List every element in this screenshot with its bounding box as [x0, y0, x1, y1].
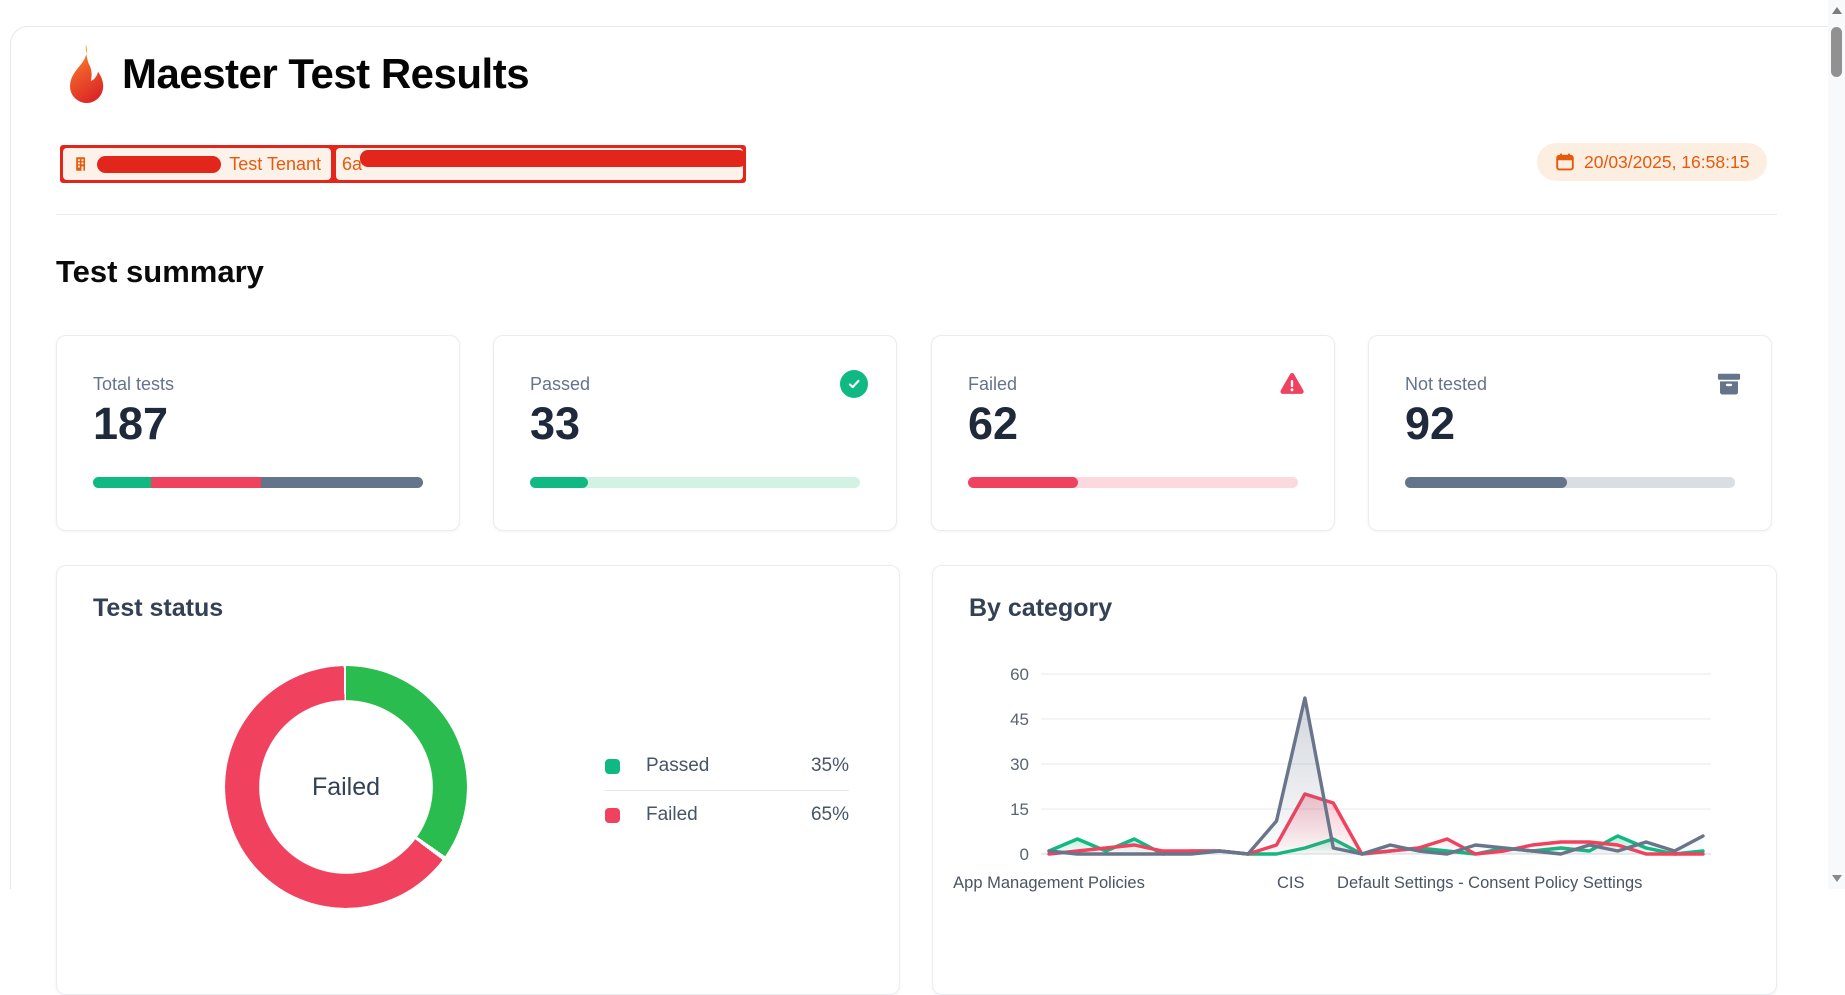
test-status-legend: Passed 35% Failed 65% — [605, 742, 849, 839]
total-tests-value: 187 — [93, 398, 169, 449]
by-category-heading: By category — [969, 594, 1113, 622]
passed-card: Passed 33 — [493, 335, 897, 531]
building-icon — [76, 157, 85, 171]
failed-legend-label: Failed — [646, 804, 698, 825]
test-status-heading: Test status — [93, 594, 224, 622]
passed-legend-value: 35% — [810, 755, 849, 776]
redacted-tenant-name — [96, 155, 222, 173]
report-timestamp-badge: 20/03/2025, 16:58:15 — [1537, 143, 1768, 181]
donut-center-label: Failed — [311, 772, 381, 801]
total-tests-label: Total tests — [93, 374, 175, 394]
not-tested-card: Not tested 92 — [1368, 335, 1772, 531]
failed-value: 62 — [968, 398, 1019, 449]
passed-progress — [530, 477, 860, 488]
tenant-id-badge: 6a — [336, 148, 743, 180]
tenant-id-prefix: 6a — [342, 153, 363, 174]
svg-text:0: 0 — [1020, 845, 1029, 864]
failed-label: Failed — [968, 374, 1018, 394]
total-tests-card: Total tests 187 — [56, 335, 460, 531]
svg-text:45: 45 — [1010, 710, 1029, 729]
svg-text:15: 15 — [1010, 800, 1029, 819]
progress-segment — [530, 477, 589, 488]
calendar-icon — [1556, 153, 1574, 171]
legend-divider — [605, 790, 849, 791]
total-tests-progress — [93, 477, 423, 488]
report-timestamp: 20/03/2025, 16:58:15 — [1584, 151, 1750, 172]
tenant-badge: Test Tenant — [63, 148, 331, 180]
failed-legend-value: 65% — [810, 804, 849, 825]
by-category-card: By category 0 15 30 45 60 App Management Poli… — [932, 565, 1777, 995]
test-status-card: Test status Failed Passed 35% Failed 65% — [56, 565, 900, 995]
failed-progress — [968, 477, 1298, 488]
not-tested-progress — [1405, 477, 1735, 488]
check-circle-icon — [840, 370, 868, 398]
passed-label: Passed — [530, 374, 591, 394]
page-title: Maester Test Results — [122, 50, 530, 97]
category-line-chart: 0 15 30 45 60 App Management Policies CIS Defau… — [953, 665, 1711, 892]
test-summary-heading: Test summary — [56, 254, 264, 289]
svg-text:30: 30 — [1010, 755, 1029, 774]
passed-legend-swatch — [605, 758, 620, 774]
scrollbar-down-arrow[interactable] — [1828, 870, 1845, 887]
legend-row-failed: Failed 65% — [605, 791, 849, 839]
failed-card: Failed 62 — [931, 335, 1335, 531]
progress-segment — [260, 477, 423, 488]
not-tested-label: Not tested — [1405, 374, 1488, 394]
not-tested-value: 92 — [1405, 398, 1456, 449]
svg-text:CIS: CIS — [1277, 874, 1305, 892]
progress-segment — [93, 477, 152, 488]
svg-text:App Management Policies: App Management Policies — [953, 874, 1145, 892]
redacted-tenant-id — [360, 150, 743, 167]
progress-segment — [968, 477, 1078, 488]
warning-triangle-icon — [1280, 372, 1304, 394]
tenant-label: Test Tenant — [229, 153, 321, 174]
svg-text:Default Settings - Consent Pol: Default Settings - Consent Policy Settin… — [1337, 874, 1642, 892]
redaction-box: Test Tenant 6a — [60, 145, 746, 183]
scrollbar[interactable] — [1828, 0, 1845, 889]
header-divider — [56, 214, 1777, 215]
failed-legend-swatch — [605, 807, 620, 823]
archive-box-icon — [1717, 373, 1741, 395]
progress-segment — [151, 477, 261, 488]
svg-text:60: 60 — [1010, 665, 1029, 684]
test-status-donut-chart — [225, 666, 467, 908]
scrollbar-thumb[interactable] — [1831, 27, 1842, 77]
legend-row-passed: Passed 35% — [605, 742, 849, 790]
scrollbar-up-arrow[interactable] — [1828, 2, 1845, 19]
passed-legend-label: Passed — [646, 755, 710, 776]
progress-segment — [1405, 477, 1568, 488]
maester-flame-logo-icon — [70, 44, 104, 103]
passed-value: 33 — [530, 398, 581, 449]
